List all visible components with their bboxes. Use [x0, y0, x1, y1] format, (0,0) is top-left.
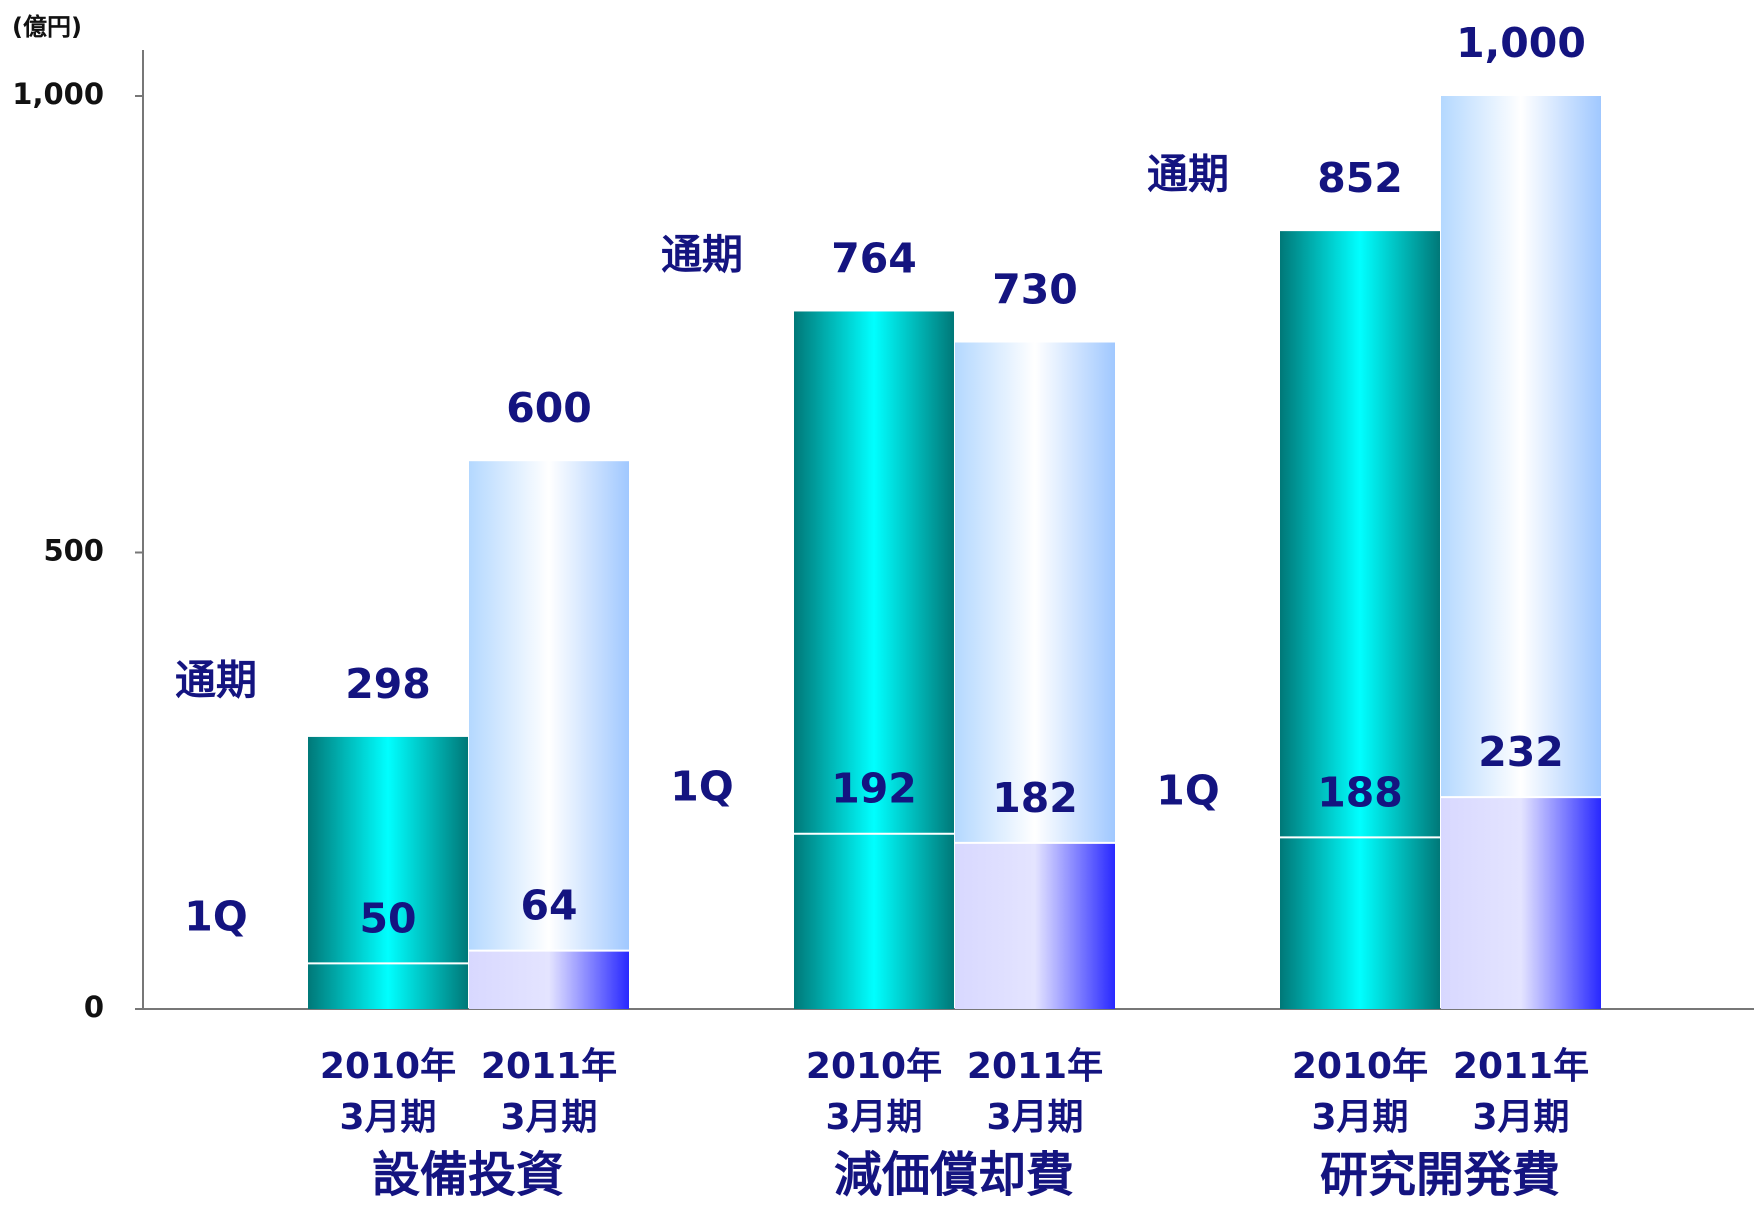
bar-1q: [1441, 797, 1601, 1009]
value-label: 64: [520, 882, 577, 930]
y-tick-label: 0: [84, 990, 104, 1024]
series-label: 通期: [661, 230, 743, 278]
period-label: 2011年: [481, 1046, 617, 1087]
period-label: 2011年: [967, 1046, 1103, 1087]
period-label: 3月期: [986, 1097, 1083, 1138]
period-label: 3月期: [825, 1097, 922, 1138]
value-label: 852: [1317, 154, 1403, 202]
value-label: 192: [831, 765, 917, 813]
y-tick-label: 500: [43, 534, 104, 568]
period-label: 3月期: [339, 1097, 436, 1138]
value-label: 298: [345, 660, 431, 708]
group-label: 減価償却費: [834, 1147, 1074, 1203]
period-label: 3月期: [1472, 1097, 1569, 1138]
value-label: 232: [1478, 728, 1564, 776]
series-label: 通期: [175, 656, 257, 704]
series-label: 1Q: [1156, 766, 1219, 814]
period-label: 2010年: [320, 1046, 456, 1087]
period-label: 2010年: [806, 1046, 942, 1087]
series-label: 通期: [1147, 150, 1229, 198]
period-label: 3月期: [500, 1097, 597, 1138]
value-label: 730: [992, 266, 1078, 314]
period-label: 2011年: [1453, 1046, 1589, 1087]
bar-full: [469, 461, 629, 1009]
y-tick-label: 1,000: [12, 77, 104, 111]
bar-1q: [794, 833, 954, 1009]
value-label: 50: [359, 894, 416, 942]
group-label: 設備投資: [372, 1147, 564, 1203]
bar-1q: [469, 950, 629, 1009]
period-label: 2010年: [1292, 1046, 1428, 1087]
period-label: 3月期: [1311, 1097, 1408, 1138]
value-label: 188: [1317, 768, 1403, 816]
bar-1q: [955, 842, 1115, 1009]
value-label: 182: [992, 774, 1078, 822]
series-label: 1Q: [184, 892, 247, 940]
group-label: 研究開発費: [1320, 1147, 1560, 1203]
unit-label: (億円): [12, 13, 82, 41]
value-label: 600: [506, 384, 592, 432]
bar-1q: [308, 963, 468, 1009]
value-label: 1,000: [1456, 19, 1586, 67]
bar-1q: [1280, 837, 1440, 1009]
value-label: 764: [831, 234, 917, 282]
series-label: 1Q: [670, 763, 733, 811]
